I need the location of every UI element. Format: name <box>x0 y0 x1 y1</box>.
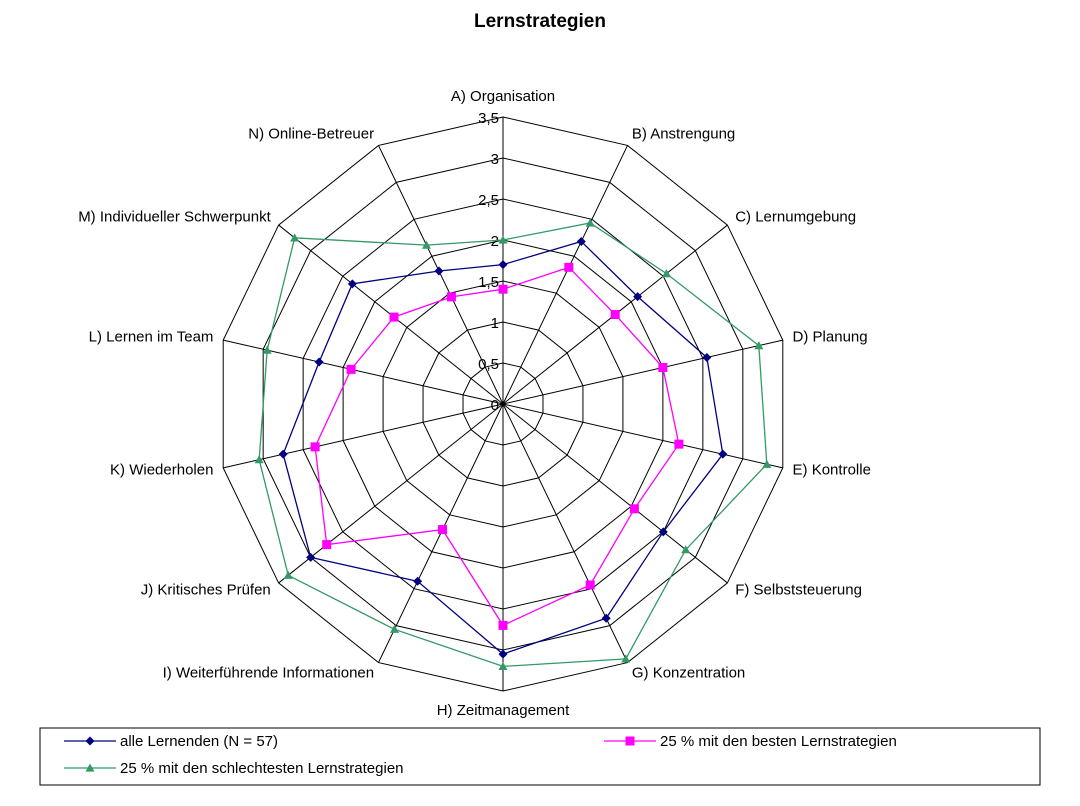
category-label: D) Planung <box>793 328 868 345</box>
spoke <box>502 403 628 663</box>
marker <box>498 284 508 294</box>
legend-label: alle Lernenden (N = 57) <box>120 733 278 750</box>
marker <box>310 442 320 452</box>
category-label: C) Lernumgebung <box>735 209 856 226</box>
spoke <box>278 403 504 584</box>
marker <box>498 661 508 670</box>
r-tick-label: 0,5 <box>478 356 499 373</box>
spoke <box>502 339 783 405</box>
marker <box>306 552 316 562</box>
marker <box>621 654 631 663</box>
marker <box>661 269 671 278</box>
marker <box>498 620 508 630</box>
marker <box>754 341 764 350</box>
spoke <box>378 145 504 405</box>
legend-label: 25 % mit den schlechtesten Lernstrategie… <box>120 760 404 777</box>
marker <box>585 218 595 227</box>
legend-box <box>39 727 1041 786</box>
marker <box>389 624 399 633</box>
category-label: I) Weiterführende Informationen <box>163 664 375 681</box>
marker <box>85 736 95 746</box>
r-tick-label: 3,5 <box>478 110 499 127</box>
marker <box>322 540 332 550</box>
marker <box>498 260 508 270</box>
category-label: K) Wiederholen <box>110 462 213 479</box>
marker <box>576 236 586 246</box>
spoke <box>223 403 504 469</box>
marker <box>446 292 456 302</box>
marker <box>85 763 95 772</box>
marker <box>718 449 728 459</box>
marker <box>658 527 668 537</box>
category-label: E) Kontrolle <box>793 462 871 479</box>
marker <box>625 736 635 746</box>
marker <box>498 235 508 244</box>
marker <box>278 449 288 459</box>
marker <box>633 292 643 302</box>
marker <box>674 439 684 449</box>
marker <box>283 570 293 579</box>
category-label: M) Individueller Schwerpunkt <box>78 209 271 226</box>
marker <box>498 649 508 659</box>
marker <box>564 262 574 272</box>
spoke <box>502 403 783 469</box>
marker <box>347 279 357 289</box>
marker <box>314 357 324 367</box>
r-tick-label: 0 <box>491 397 499 414</box>
series-line <box>258 222 768 668</box>
marker <box>585 580 595 590</box>
r-tick-label: 1,5 <box>478 274 499 291</box>
category-label: H) Zeitmanagement <box>437 702 570 719</box>
marker <box>254 455 264 464</box>
marker <box>762 459 772 468</box>
marker <box>610 310 620 320</box>
r-tick-label: 2,5 <box>478 192 499 209</box>
marker <box>346 364 356 374</box>
r-tick-label: 3 <box>491 151 499 168</box>
category-label: J) Kritisches Prüfen <box>141 581 271 598</box>
category-label: A) Organisation <box>451 88 555 105</box>
marker <box>413 576 423 586</box>
chart-title: Lernstrategien <box>474 11 606 32</box>
category-label: B) Anstrengung <box>632 126 735 143</box>
marker <box>601 613 611 623</box>
marker <box>681 545 691 554</box>
r-tick-label: 2 <box>491 233 499 250</box>
marker <box>422 240 432 249</box>
marker <box>434 266 444 276</box>
marker <box>658 363 668 373</box>
marker <box>262 345 272 354</box>
category-label: G) Konzentration <box>632 664 745 681</box>
marker <box>629 504 639 514</box>
spoke <box>502 145 628 405</box>
category-label: L) Lernen im Team <box>89 328 214 345</box>
marker <box>389 312 399 322</box>
marker <box>438 525 448 535</box>
category-label: N) Online-Betreuer <box>248 126 374 143</box>
marker <box>702 352 712 362</box>
r-tick-label: 1 <box>491 315 499 332</box>
category-label: F) Selbststeuerung <box>735 581 862 598</box>
legend-label: 25 % mit den besten Lernstrategien <box>660 733 897 750</box>
marker <box>290 233 300 242</box>
spoke <box>502 403 728 584</box>
